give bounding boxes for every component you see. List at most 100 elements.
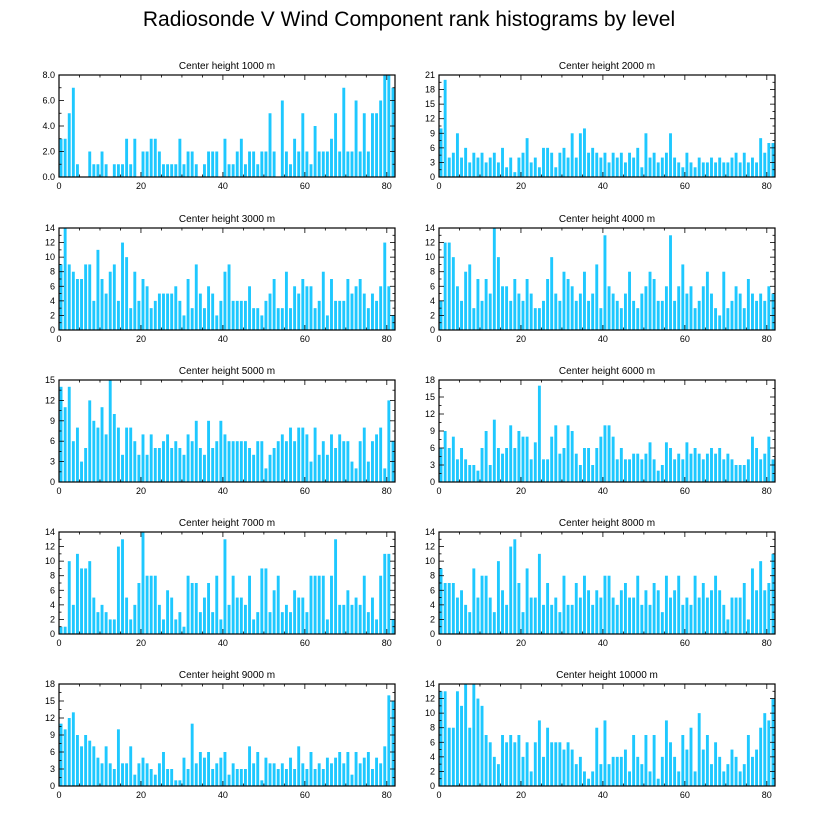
histogram-bar <box>738 293 742 330</box>
y-tick-label: 12 <box>45 238 55 248</box>
histogram-bar <box>623 749 627 786</box>
histogram-bar <box>100 763 104 786</box>
histogram-bar <box>673 300 677 330</box>
y-tick-label: 6 <box>50 585 55 595</box>
histogram-bar <box>525 279 529 330</box>
histogram-bar <box>112 769 116 786</box>
histogram-bar <box>480 300 484 330</box>
histogram-bar <box>59 626 63 634</box>
histogram-panel-3: Center height 3000 m 0 20 40 60 80 0 2 4 6 8 10 12 14 <box>45 214 396 344</box>
histogram-bar <box>75 279 79 330</box>
histogram-bar <box>350 461 354 482</box>
histogram-bar <box>284 271 288 330</box>
histogram-bar <box>104 612 108 634</box>
histogram-bar <box>583 575 586 634</box>
y-tick-label: 6 <box>430 737 435 747</box>
y-tick-label: 6 <box>430 143 435 153</box>
y-tick-label: 12 <box>425 409 435 419</box>
histogram-bar <box>632 157 636 177</box>
histogram-bar <box>133 271 137 330</box>
histogram-bar <box>334 300 338 330</box>
histogram-bar <box>472 152 476 177</box>
histogram-bar <box>574 453 578 482</box>
histogram-bar <box>439 691 443 786</box>
histogram-bar <box>513 279 517 330</box>
histogram-bar <box>293 138 297 177</box>
histogram-bar <box>121 763 124 786</box>
histogram-bar <box>644 133 648 177</box>
histogram-bar <box>96 757 100 786</box>
histogram-bar <box>673 157 677 177</box>
histogram-bar <box>767 583 771 634</box>
y-tick-label: 0 <box>430 477 435 487</box>
histogram-bar <box>215 763 219 786</box>
histogram-bar <box>636 756 640 786</box>
histogram-bar <box>484 575 488 634</box>
histogram-bar <box>243 441 247 482</box>
histogram-bar <box>480 705 484 786</box>
y-tick-label: 15 <box>45 696 55 706</box>
histogram-bar <box>685 749 689 786</box>
histogram-bar <box>243 164 247 177</box>
histogram-bar <box>673 756 677 786</box>
histogram-bar <box>116 546 120 634</box>
histogram-bar <box>546 459 550 482</box>
histogram-bar <box>186 279 190 330</box>
histogram-bar <box>313 769 317 786</box>
histogram-bar <box>256 164 260 177</box>
histogram-bar <box>509 546 513 634</box>
histogram-bar <box>235 300 239 330</box>
histogram-bar <box>137 300 141 330</box>
histogram-bar <box>693 167 697 177</box>
y-tick-label: 6.0 <box>42 96 55 106</box>
y-tick-label: 0 <box>430 781 435 791</box>
histogram-bar <box>558 742 562 786</box>
histogram-bar <box>211 612 215 634</box>
histogram-bar <box>231 763 235 786</box>
histogram-bar <box>722 459 726 482</box>
histogram-bar <box>611 756 615 786</box>
histogram-bar <box>342 441 346 482</box>
histogram-bar <box>145 763 149 786</box>
histogram-bar <box>375 113 379 177</box>
histogram-bar <box>239 769 243 786</box>
histogram-bar <box>718 448 722 482</box>
histogram-bar <box>325 454 329 482</box>
histogram-bar <box>149 138 153 177</box>
histogram-bar <box>166 434 170 482</box>
histogram-bar <box>685 442 689 482</box>
histogram-bar <box>362 575 366 634</box>
histogram-bar <box>387 286 391 330</box>
y-tick-label: 15 <box>45 375 55 385</box>
histogram-bar <box>96 249 100 330</box>
histogram-bar <box>619 756 623 786</box>
histogram-bar <box>517 431 521 482</box>
histogram-bar <box>537 720 541 786</box>
histogram-bar <box>714 575 718 634</box>
histogram-bar <box>338 752 342 786</box>
histogram-bar <box>628 271 631 330</box>
histogram-bar <box>141 279 145 330</box>
histogram-bar <box>321 575 325 634</box>
histogram-bar <box>166 769 170 786</box>
histogram-bar <box>509 300 513 330</box>
histogram-bar <box>371 769 374 786</box>
histogram-bar <box>227 164 231 177</box>
histogram-bar <box>346 151 350 177</box>
x-tick-label: 20 <box>516 638 526 648</box>
histogram-bar <box>529 293 533 330</box>
histogram-bar <box>317 300 321 330</box>
histogram-bar <box>256 752 260 786</box>
histogram-bar <box>644 590 648 634</box>
histogram-bar <box>92 597 96 634</box>
histogram-bar <box>771 293 775 330</box>
y-tick-label: 4 <box>50 600 55 610</box>
histogram-bar <box>338 434 342 482</box>
y-tick-label: 0 <box>50 325 55 335</box>
histogram-bar <box>476 470 480 482</box>
histogram-bar <box>80 568 83 634</box>
histogram-bar <box>346 590 350 634</box>
histogram-bar <box>681 264 685 330</box>
histogram-bar <box>63 626 67 634</box>
histogram-bar <box>309 286 313 330</box>
